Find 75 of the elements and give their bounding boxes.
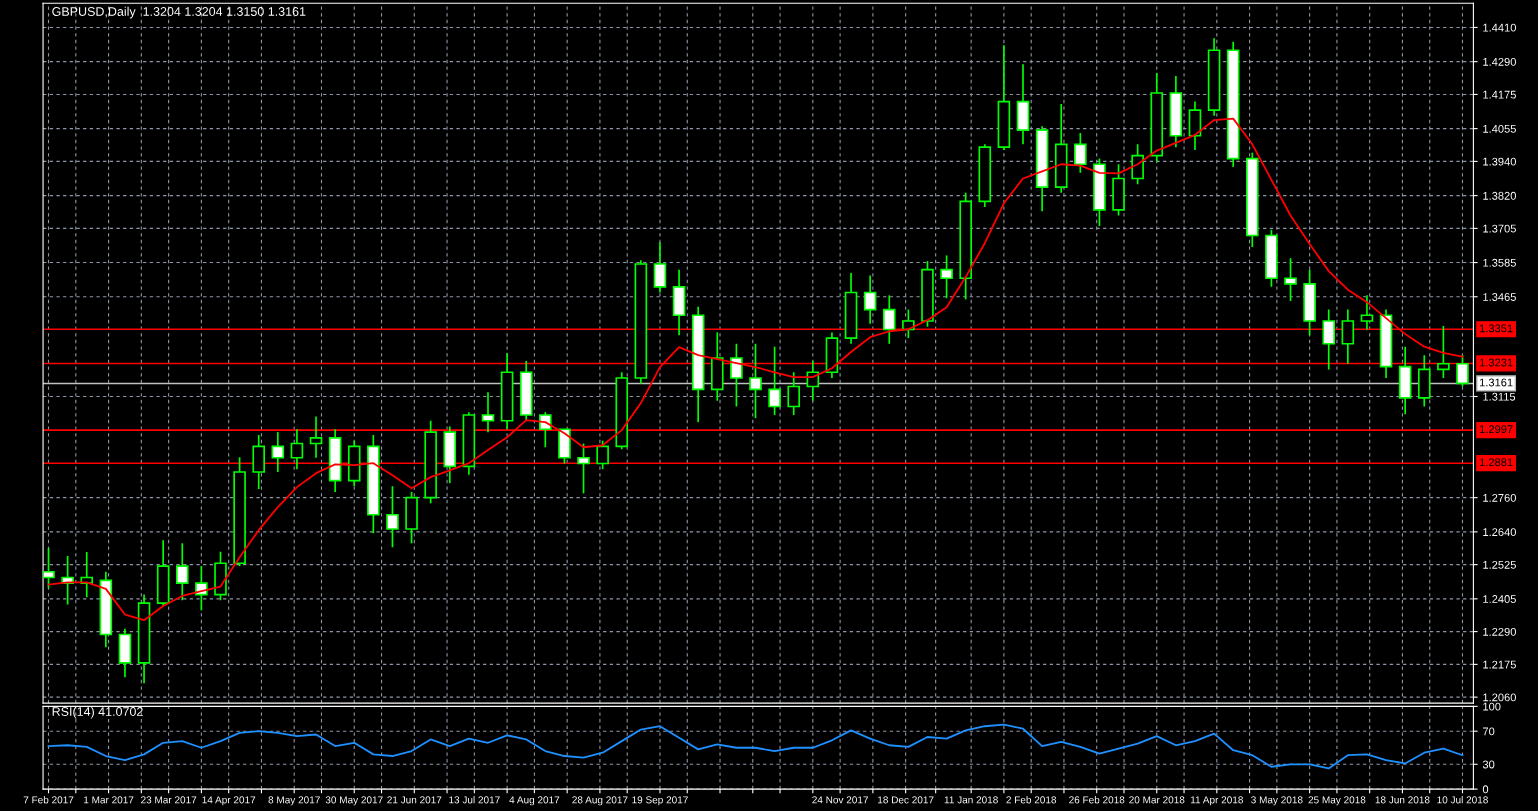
ref-line-label: 1.3231	[1479, 358, 1513, 367]
x-tick-label: 4 Aug 2017	[509, 796, 560, 806]
y-tick-label: 100	[1483, 702, 1501, 711]
ref-line-label: 1.3161	[1479, 378, 1513, 387]
candlestick	[386, 485, 399, 549]
candlestick	[1322, 308, 1336, 371]
x-tick-label: 14 Apr 2017	[202, 796, 256, 806]
x-tick-label: 24 Nov 2017	[812, 796, 868, 804]
ref-line-label: 1.2881	[1479, 458, 1513, 467]
x-tick-label: 11 Apr 2018	[1190, 796, 1243, 806]
ref-line-label: 1.3351	[1479, 324, 1513, 333]
y-tick-label: 1.3820	[1483, 191, 1516, 200]
x-tick-label: 7 Feb 2017	[23, 796, 74, 804]
ref-line-label: 1.2997	[1479, 425, 1513, 434]
x-tick-label: 26 Feb 2018	[1069, 796, 1125, 804]
y-tick-label: 1.2060	[1483, 693, 1516, 702]
candlestick	[653, 241, 667, 294]
y-tick-label: 1.3115	[1483, 392, 1516, 401]
y-tick-label: 1.3940	[1483, 157, 1516, 166]
candlestick	[1437, 325, 1450, 379]
candlestick	[309, 415, 323, 459]
candlestick	[787, 371, 801, 416]
y-tick-label: 1.2405	[1483, 595, 1516, 603]
chart-title: RSI(14) 41.0702	[52, 706, 143, 719]
candlestick	[1284, 257, 1297, 302]
candlestick	[863, 274, 877, 325]
x-tick-label: 3 May 2018	[1251, 796, 1303, 806]
y-tick-label: 1.4410	[1483, 23, 1516, 32]
y-tick-label: 1.2760	[1483, 493, 1516, 502]
candlestick	[882, 294, 896, 345]
y-tick-label: 1.4175	[1483, 90, 1516, 99]
x-tick-label: 23 Mar 2017	[141, 796, 197, 804]
x-tick-label: 21 Jun 2017	[387, 796, 442, 804]
y-tick-label: 1.2175	[1483, 660, 1516, 669]
x-tick-label: 30 May 2017	[325, 796, 383, 806]
x-tick-label: 1 Mar 2017	[84, 796, 134, 804]
y-tick-label: 1.3465	[1483, 293, 1516, 301]
chart-title: GBPUSD,Daily 1.3204 1.3204 1.3150 1.3161	[52, 6, 306, 19]
x-tick-label: 2 Feb 2018	[1006, 796, 1057, 804]
candlestick	[481, 391, 495, 433]
x-tick-label: 28 Aug 2017	[572, 796, 628, 806]
candlestick	[1131, 143, 1144, 186]
candlestick	[730, 342, 743, 408]
x-tick-label: 18 Dec 2017	[878, 796, 934, 804]
x-tick-label: 10 Jul 2018	[1437, 796, 1488, 804]
candlestick	[1456, 354, 1469, 388]
y-tick-label: 1.4290	[1483, 57, 1516, 66]
candlestick	[175, 542, 189, 602]
y-tick-label: 1.2640	[1483, 528, 1516, 536]
candlestick	[1074, 132, 1087, 174]
x-tick-label: 11 Jan 2018	[944, 796, 998, 804]
candlestick	[271, 431, 285, 473]
y-tick-label: 0	[1482, 785, 1489, 794]
y-tick-label: 1.4055	[1483, 124, 1516, 133]
y-tick-label: 1.3705	[1483, 224, 1516, 233]
x-tick-label: 19 Sep 2017	[632, 796, 688, 806]
candlestick	[577, 442, 590, 495]
y-tick-label: 1.3585	[1483, 258, 1516, 267]
x-tick-label: 20 Mar 2018	[1129, 796, 1185, 804]
x-tick-label: 8 May 2017	[268, 796, 320, 806]
y-tick-label: 1.2290	[1483, 627, 1516, 636]
candlestick	[940, 254, 953, 300]
x-tick-label: 18 Jun 2018	[1375, 796, 1430, 804]
y-tick-label: 30	[1482, 760, 1495, 769]
candlestick	[768, 345, 781, 416]
x-tick-label: 13 Jul 2017	[449, 796, 500, 804]
candlestick	[749, 342, 762, 419]
candlestick	[1341, 308, 1355, 365]
candlestick	[596, 439, 609, 471]
line-series	[47, 723, 1464, 770]
x-tick-label: 25 May 2018	[1308, 796, 1366, 806]
candlestick	[290, 428, 304, 471]
y-tick-label: 1.2525	[1483, 560, 1516, 569]
y-tick-label: 70	[1483, 727, 1495, 736]
candlestick	[1360, 294, 1374, 331]
